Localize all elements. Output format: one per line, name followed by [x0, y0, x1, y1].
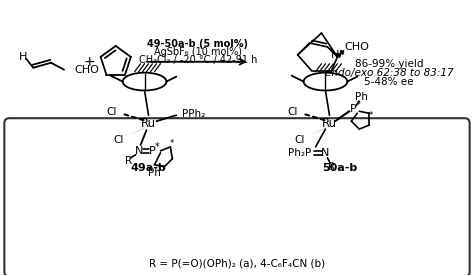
FancyBboxPatch shape — [4, 118, 470, 276]
Text: Ph: Ph — [355, 92, 368, 102]
Text: +: + — [83, 55, 95, 69]
Text: 49a-b: 49a-b — [131, 163, 166, 173]
Text: Ru: Ru — [322, 117, 337, 130]
Text: CHO: CHO — [74, 65, 99, 75]
Text: *: * — [155, 142, 160, 152]
Text: *: * — [169, 139, 173, 148]
Text: Ru: Ru — [141, 117, 156, 130]
Text: H: H — [19, 52, 27, 62]
Text: 86-99% yield: 86-99% yield — [355, 59, 423, 69]
Text: R: R — [125, 156, 132, 166]
Text: N: N — [135, 146, 143, 156]
Polygon shape — [308, 127, 328, 136]
Text: AgSbF₆ (10 mol%): AgSbF₆ (10 mol%) — [154, 47, 242, 57]
Text: R: R — [328, 162, 335, 172]
Text: Cl: Cl — [113, 135, 124, 145]
Text: N: N — [321, 148, 329, 158]
Text: Cl: Cl — [287, 107, 298, 117]
Text: P: P — [149, 146, 156, 156]
Text: R = P(=O)(OPh)₂ (a), 4-C₆F₄CN (b): R = P(=O)(OPh)₂ (a), 4-C₆F₄CN (b) — [149, 259, 325, 269]
Text: 49-50a-b (5 mol%): 49-50a-b (5 mol%) — [147, 39, 248, 49]
Text: CHO: CHO — [345, 42, 370, 52]
Text: 5-48% ee: 5-48% ee — [365, 76, 414, 87]
Text: 50a-b: 50a-b — [322, 163, 357, 173]
Text: CH₂Cl₂ / -20 °C / 42-91 h: CH₂Cl₂ / -20 °C / 42-91 h — [138, 55, 257, 65]
Polygon shape — [127, 127, 146, 136]
Text: PPh₂: PPh₂ — [182, 109, 206, 119]
Text: P: P — [350, 104, 357, 114]
Text: H: H — [331, 50, 339, 60]
Text: Ph: Ph — [148, 168, 161, 178]
Text: *: * — [356, 100, 361, 110]
Text: Cl: Cl — [106, 107, 117, 117]
Text: Cl: Cl — [294, 135, 305, 145]
Text: endo/exo 62:38 to 83:17: endo/exo 62:38 to 83:17 — [325, 68, 454, 78]
Text: Ph₂P: Ph₂P — [288, 148, 311, 158]
Text: *: * — [369, 111, 374, 120]
